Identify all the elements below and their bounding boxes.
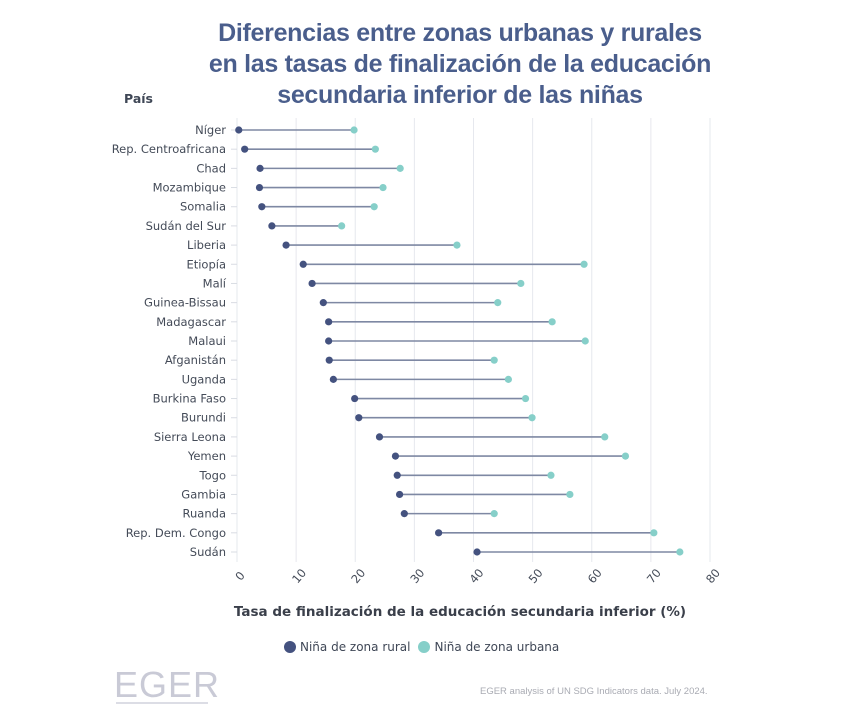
source-note: EGER analysis of UN SDG Indicators data.…: [480, 686, 708, 697]
legend-marker-urban: [418, 641, 431, 653]
legend: Niña de zona rural Niña de zona urbana: [284, 640, 567, 654]
rural-point: [308, 279, 316, 288]
country-label: Sudán del Sur: [146, 219, 227, 233]
country-label: Yemen: [187, 449, 226, 463]
rural-point: [393, 471, 401, 479]
urban-point: [350, 126, 358, 134]
y-axis-title: País: [124, 91, 153, 106]
rural-point: [435, 529, 443, 537]
country-label: Sudán: [190, 545, 226, 559]
urban-point: [490, 510, 498, 518]
country-label: Uganda: [182, 372, 226, 386]
urban-point: [338, 222, 346, 230]
urban-point: [504, 375, 512, 383]
urban-point: [371, 145, 379, 153]
x-tick-label: 80: [703, 566, 723, 586]
urban-point: [521, 394, 530, 403]
rural-point: [325, 356, 333, 364]
x-tick-label: 10: [289, 566, 309, 586]
country-label: Níger: [195, 123, 226, 137]
x-tick-label: 0: [232, 569, 247, 584]
urban-point: [548, 318, 556, 326]
country-label: Rep. Centroafricana: [112, 142, 226, 156]
country-label: Chad: [196, 161, 226, 175]
rural-point: [400, 510, 408, 518]
rural-point: [256, 164, 264, 172]
rural-point: [241, 145, 249, 153]
country-label: Liberia: [187, 238, 226, 252]
country-label: Afganistán: [165, 353, 226, 367]
x-tick-label: 40: [466, 566, 486, 586]
rural-point: [355, 414, 363, 422]
urban-point: [494, 299, 502, 307]
rural-point: [255, 183, 264, 192]
urban-point: [621, 452, 630, 460]
rural-point: [325, 318, 333, 326]
rural-point: [268, 222, 276, 230]
rural-point: [473, 548, 481, 556]
rural-point: [282, 241, 290, 249]
country-label: Sierra Leona: [154, 430, 226, 444]
x-tick-label: 60: [585, 566, 605, 586]
urban-point: [490, 356, 498, 364]
urban-point: [650, 529, 658, 537]
x-tick-label: 20: [348, 566, 368, 586]
urban-point: [580, 260, 588, 268]
legend-label-rural: Niña de zona rural: [300, 640, 411, 654]
rural-point: [299, 260, 307, 268]
urban-point: [396, 164, 404, 172]
country-label: Somalia: [180, 200, 226, 214]
country-label: Rep. Dem. Congo: [126, 526, 226, 540]
country-label: Gambia: [181, 487, 226, 501]
country-label: Ruanda: [183, 507, 226, 521]
legend-label-urban: Niña de zona urbana: [434, 640, 560, 654]
rural-point: [325, 337, 333, 345]
rural-point: [258, 203, 266, 211]
urban-point: [379, 183, 387, 192]
country-label: Madagascar: [156, 315, 226, 329]
title-line-1: Diferencias entre zonas urbanas y rurale…: [218, 19, 702, 47]
urban-point: [676, 548, 684, 556]
logo-tagline-line: [116, 702, 208, 704]
rural-point: [391, 452, 400, 460]
urban-point: [453, 241, 461, 249]
urban-point: [566, 490, 574, 499]
rural-point: [329, 375, 337, 383]
eger-logo: EGER: [114, 664, 221, 705]
chart-title: Diferencias entre zonas urbanas y rurale…: [160, 18, 760, 111]
dumbbell-chart: 0 10 20 30 40 50 60 70 80 Níger Rep. Centroafrican…: [112, 118, 723, 586]
rural-point: [319, 299, 327, 307]
legend-marker-rural: [284, 641, 296, 653]
x-tick-label: 50: [526, 566, 546, 586]
x-tick-label: 70: [644, 566, 664, 586]
urban-point: [370, 203, 378, 211]
rural-point: [235, 126, 243, 134]
country-label: Burundi: [181, 411, 226, 425]
x-axis-title: Tasa de finalización de la educación sec…: [233, 604, 687, 620]
legend-item-urban: Niña de zona urbana: [418, 640, 559, 654]
urban-point: [581, 337, 589, 345]
urban-point: [547, 471, 555, 479]
title-line-2: en las tasas de finalización de la educa…: [208, 50, 712, 78]
country-label: Malaui: [188, 334, 226, 348]
country-label: Togo: [199, 468, 226, 482]
country-label: Malí: [203, 276, 227, 290]
urban-point: [528, 414, 536, 422]
country-label: Mozambique: [153, 181, 226, 195]
title-line-3: secundaria inferior de las niñas: [277, 81, 643, 109]
rural-point: [351, 394, 359, 403]
x-tick-label: 30: [407, 566, 427, 586]
rural-point: [395, 490, 404, 499]
country-label: Burkina Faso: [153, 392, 226, 406]
urban-point: [517, 279, 525, 288]
country-label: Etiopía: [186, 257, 226, 271]
rural-point: [375, 433, 384, 441]
legend-item-rural: Niña de zona rural: [284, 640, 410, 654]
urban-point: [601, 433, 609, 441]
country-label: Guinea-Bissau: [144, 296, 226, 310]
